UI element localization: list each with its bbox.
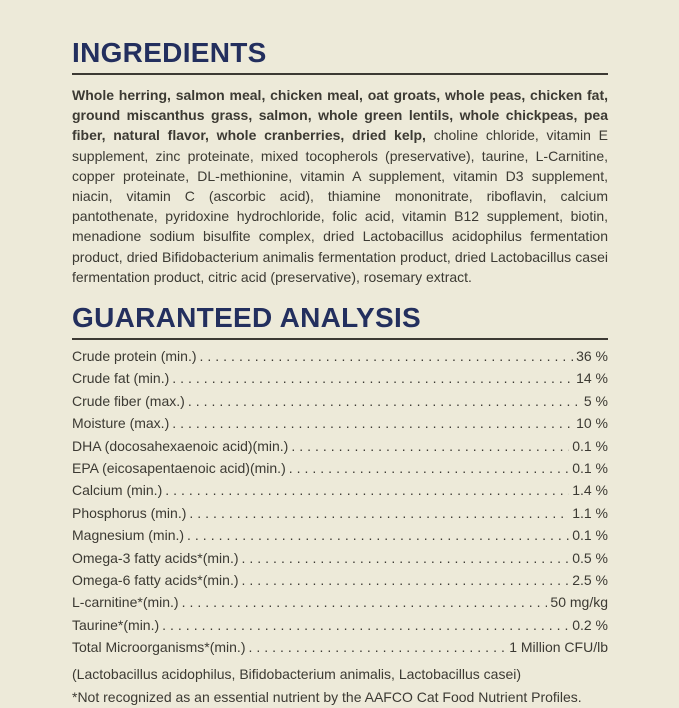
- table-row: DHA (docosahexaenoic acid)(min.) 0.1 %: [72, 438, 608, 460]
- nutrient-label: EPA (eicosapentaenoic acid)(min.): [72, 459, 286, 476]
- aafco-footnote: *Not recognized as an essential nutrient…: [72, 688, 582, 705]
- nutrient-label: DHA (docosahexaenoic acid)(min.): [72, 437, 289, 454]
- nutrient-value: 0.2 %: [572, 616, 608, 633]
- table-row: Moisture (max.) 10 %: [72, 415, 608, 437]
- nutrient-value: 1.1 %: [572, 504, 608, 521]
- ingredients-title: INGREDIENTS: [72, 37, 267, 68]
- table-row: Omega-6 fatty acids*(min.) 2.5 %: [72, 572, 608, 594]
- table-row: Crude protein (min.) 36 %: [72, 348, 608, 370]
- nutrient-value: 36 %: [576, 348, 608, 365]
- pet-food-label: { "page": { "background_color": "#EDEAD9…: [0, 0, 679, 679]
- ingredients-primary-list: Whole herring, salmon meal, chicken meal…: [72, 87, 608, 144]
- table-row: Crude fat (min.) 14 %: [72, 370, 608, 392]
- dot-leader: [291, 438, 569, 454]
- dot-leader: [162, 617, 569, 633]
- dot-leader: [188, 393, 581, 409]
- ingredients-paragraph: Whole herring, salmon meal, chicken meal…: [72, 85, 608, 287]
- table-row: EPA (eicosapentaenoic acid)(min.) 0.1 %: [72, 460, 608, 482]
- dot-leader: [189, 505, 569, 521]
- ingredients-divider: [72, 73, 608, 75]
- guaranteed-analysis-title: GUARANTEED ANALYSIS: [72, 302, 422, 334]
- table-row: Phosphorus (min.) 1.1 %: [72, 505, 608, 527]
- dot-leader: [172, 370, 573, 386]
- nutrient-value: 0.1 %: [572, 527, 608, 544]
- nutrient-value: 14 %: [576, 370, 608, 387]
- nutrient-value: 0.1 %: [572, 459, 608, 476]
- dot-leader: [165, 482, 569, 498]
- microorganism-species-note: (Lactobacillus acidophilus, Bifidobacter…: [72, 665, 521, 682]
- guaranteed-analysis-section: GUARANTEED ANALYSIS Crude protein (min.)…: [72, 303, 608, 707]
- ingredients-section: INGREDIENTS Whole herring, salmon meal, …: [72, 38, 608, 287]
- nutrient-value: 2.5 %: [572, 571, 608, 588]
- nutrient-value: 5 %: [583, 392, 608, 409]
- nutrient-label: Calcium (min.): [72, 482, 163, 499]
- nutrient-value: 1 Million CFU/lb: [509, 639, 608, 656]
- table-row: Crude fiber (max.) 5 %: [72, 393, 608, 415]
- dot-leader: [248, 639, 506, 655]
- nutrient-label: L-carnitine*(min.): [72, 594, 179, 611]
- nutrient-value: 0.5 %: [572, 549, 608, 566]
- dot-leader: [242, 572, 570, 588]
- nutrient-value: 50 mg/kg: [550, 594, 608, 611]
- dot-leader: [289, 460, 569, 476]
- dot-leader: [242, 550, 570, 566]
- label-page: INGREDIENTS Whole herring, salmon meal, …: [72, 38, 608, 708]
- nutrient-label: Taurine*(min.): [72, 616, 160, 633]
- guaranteed-analysis-table: Crude protein (min.) 36 % Crude fat (min.…: [72, 348, 608, 661]
- table-row: Calcium (min.) 1.4 %: [72, 482, 608, 504]
- nutrient-label: Crude fat (min.): [72, 370, 170, 387]
- nutrient-label: Crude protein (min.): [72, 348, 197, 365]
- table-row: Total Microorganisms*(min.) 1 Million CFU…: [72, 639, 608, 661]
- nutrient-label: Total Microorganisms*(min.): [72, 639, 246, 656]
- ingredients-secondary-list: choline chloride, vitamin E supplement, …: [72, 127, 609, 285]
- nutrient-label: Phosphorus (min.): [72, 504, 187, 521]
- nutrient-value: 10 %: [576, 415, 608, 432]
- dot-leader: [182, 594, 548, 610]
- dot-leader: [187, 527, 569, 543]
- table-row: Taurine*(min.) 0.2 %: [72, 617, 608, 639]
- dot-leader: [172, 415, 573, 431]
- table-row: L-carnitine*(min.) 50 mg/kg: [72, 594, 608, 616]
- nutrient-label: Crude fiber (max.): [72, 392, 185, 409]
- nutrient-label: Omega-6 fatty acids*(min.): [72, 571, 239, 588]
- table-row: Omega-3 fatty acids*(min.) 0.5 %: [72, 550, 608, 572]
- table-row: Magnesium (min.) 0.1 %: [72, 527, 608, 549]
- dot-leader: [200, 348, 574, 364]
- nutrient-label: Magnesium (min.): [72, 527, 185, 544]
- nutrient-value: 1.4 %: [572, 482, 608, 499]
- nutrient-label: Omega-3 fatty acids*(min.): [72, 549, 239, 566]
- nutrient-value: 0.1 %: [572, 437, 608, 454]
- nutrient-label: Moisture (max.): [72, 415, 170, 432]
- guaranteed-analysis-divider: [72, 338, 608, 341]
